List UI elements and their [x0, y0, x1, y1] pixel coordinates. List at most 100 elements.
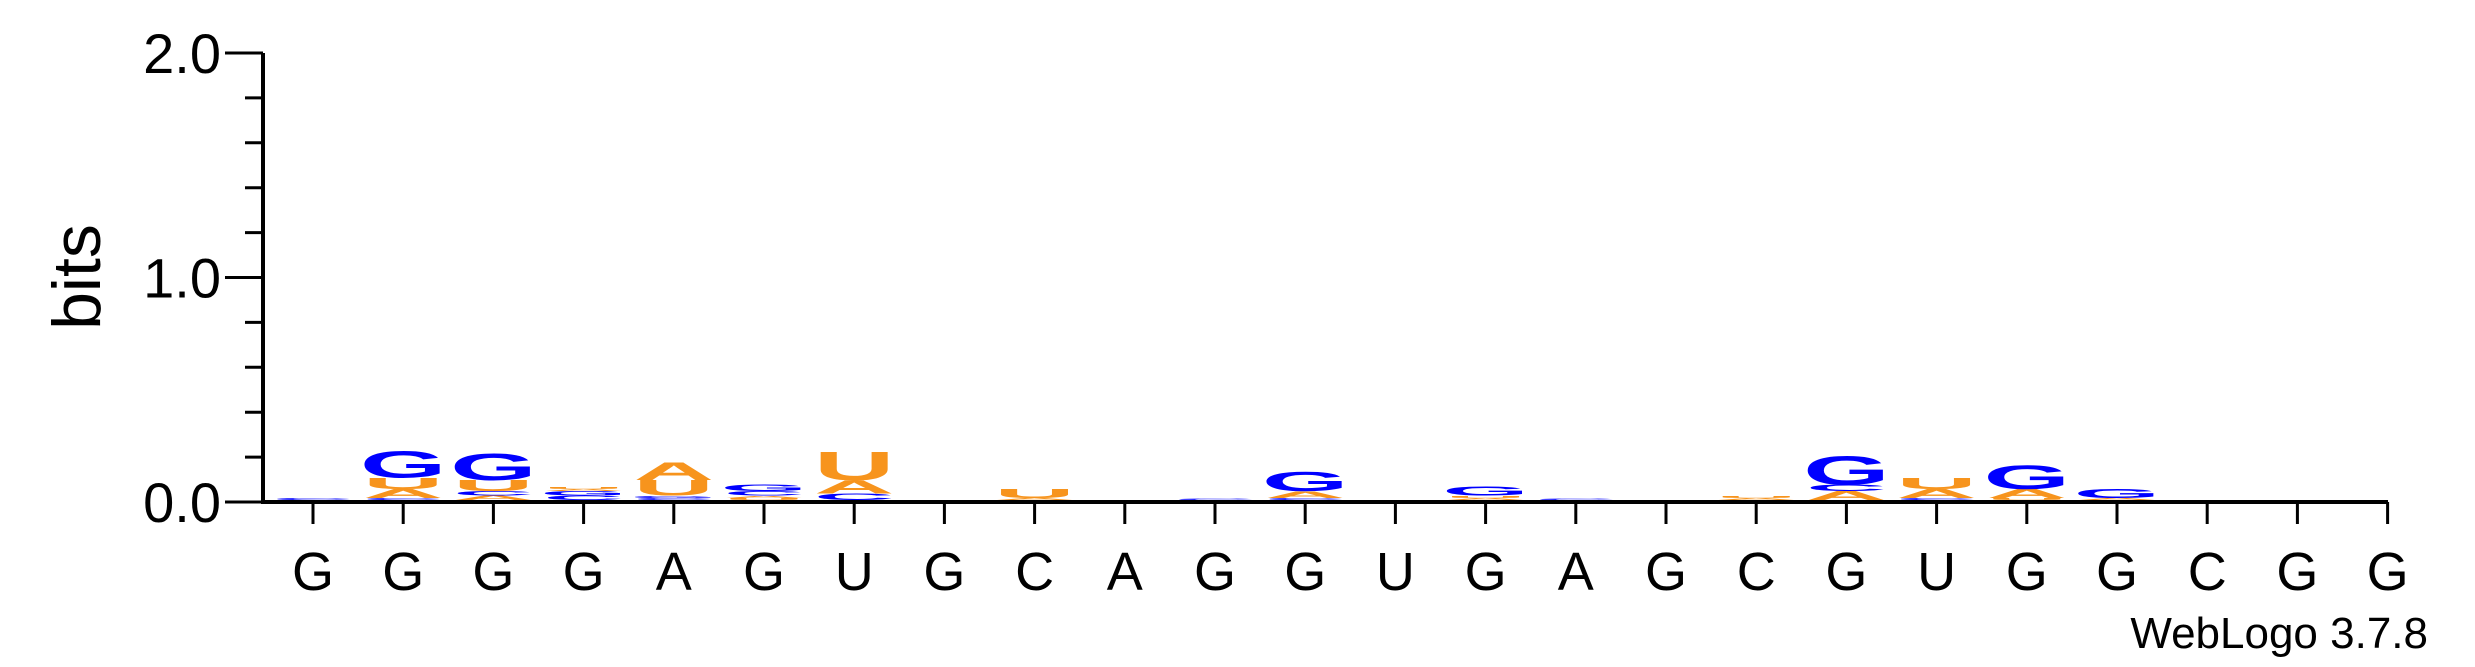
logo-letter-G: G	[360, 444, 447, 486]
x-tick-label: C	[1737, 542, 1776, 602]
x-tick-label: G	[472, 542, 514, 602]
x-tick-label: G	[292, 542, 334, 602]
letter-glyph: C	[363, 497, 443, 501]
letter-glyph: C	[273, 497, 353, 501]
letter-glyph: A	[1265, 489, 1345, 500]
letter-glyph: G	[721, 482, 808, 493]
logo-letter-C: C	[363, 497, 443, 501]
logo-letter-A: A	[994, 497, 1074, 501]
letter-glyph: U	[1445, 495, 1525, 499]
letter-glyph: A	[1896, 486, 1976, 500]
logo-letter-C: C	[543, 494, 623, 501]
logo-letter-A: A	[543, 488, 623, 492]
letter-glyph: G	[1803, 447, 1890, 493]
letter-glyph: G	[1983, 458, 2070, 496]
logo-letter-C: C	[1265, 497, 1345, 501]
x-tick-label: G	[563, 542, 605, 602]
x-tick-label: G	[2006, 542, 2048, 602]
letter-glyph: A	[1716, 497, 1796, 501]
logo-letter-A: A	[724, 495, 804, 499]
letter-glyph: G	[360, 444, 447, 486]
x-tick-label: G	[1825, 542, 1867, 602]
logo-letter-A: A	[634, 457, 714, 485]
logo-letter-G: G	[1803, 447, 1890, 493]
logo-letter-U: U	[634, 476, 714, 501]
letter-glyph: U	[994, 486, 1074, 500]
x-tick-label: G	[2276, 542, 2318, 602]
x-tick-label: G	[1645, 542, 1687, 602]
logo-letter-G: G	[1262, 466, 1349, 498]
x-tick-label: G	[1284, 542, 1326, 602]
logo-letter-A: A	[1896, 486, 1976, 500]
footer-label: WebLogo 3.7.8	[2130, 609, 2428, 658]
logo-letter-A: A	[453, 494, 533, 501]
letter-glyph: A	[724, 495, 804, 499]
y-tick-label: 0.0	[143, 471, 221, 534]
x-ticks	[311, 502, 2390, 524]
x-tick-label: G	[2096, 542, 2138, 602]
x-tick-label: A	[656, 542, 692, 602]
x-tick-label: G	[382, 542, 424, 602]
logo-letter-C: C	[814, 491, 894, 502]
letter-glyph: A	[814, 476, 894, 497]
logo-letter-U: U	[363, 475, 443, 493]
letter-glyph: U	[724, 497, 804, 501]
x-tick-label: U	[1917, 542, 1956, 602]
logo-letter-A: A	[814, 476, 894, 497]
logo-letter-U: U	[724, 497, 804, 501]
letter-glyph: G	[540, 490, 627, 497]
logo-letter-C: C	[1536, 499, 1616, 501]
letter-glyph: A	[634, 457, 714, 485]
logo-letter-U: U	[1445, 495, 1525, 499]
logo-letter-C: C	[273, 497, 353, 501]
logo-letter-U: U	[814, 443, 894, 489]
x-tick-label: G	[2367, 542, 2409, 602]
logo-letter-A: A	[363, 486, 443, 500]
letter-glyph: G	[2074, 486, 2161, 500]
letter-glyph: G	[1262, 466, 1349, 498]
letter-glyph: C	[543, 494, 623, 501]
letter-glyph: A	[453, 494, 533, 501]
logo-letter-C: C	[1896, 497, 1976, 501]
logo-letter-A: A	[1265, 489, 1345, 500]
logo-letter-G: G	[721, 482, 808, 493]
logo-letter-U: U	[1987, 497, 2067, 501]
logo-letter-C: C	[1806, 482, 1886, 493]
y-axis-label: bits	[39, 224, 115, 330]
letter-glyph: C	[724, 490, 804, 497]
letter-glyph: C	[1536, 499, 1616, 501]
logo-letter-U: U	[453, 477, 533, 495]
x-tick-label: A	[1107, 542, 1143, 602]
logo-letter-G: G	[630, 495, 717, 499]
y-ticks: 0.0 1.0 2.0	[143, 22, 263, 534]
letter-glyph: C	[634, 497, 714, 501]
letter-glyph: U	[1716, 495, 1796, 499]
logo-letter-A: A	[1806, 489, 1886, 503]
letter-glyph: A	[543, 488, 623, 492]
letter-glyph: G	[1442, 484, 1529, 498]
letter-glyph: C	[1806, 482, 1886, 493]
letter-glyph: G	[630, 495, 717, 499]
x-tick-label: U	[835, 542, 874, 602]
logo-letter-G: G	[450, 446, 537, 488]
logo-letter-G: G	[540, 490, 627, 497]
logo-letter-C: C	[724, 490, 804, 497]
logo-letter-U: U	[994, 486, 1074, 500]
letter-glyph: U	[814, 443, 894, 489]
letter-glyph: C	[453, 490, 533, 497]
letter-glyph: A	[1987, 486, 2067, 500]
letter-glyph: A	[2077, 497, 2157, 501]
x-tick-label: U	[1376, 542, 1415, 602]
y-tick-label: 2.0	[143, 22, 221, 85]
x-tick-label: C	[2188, 542, 2227, 602]
letter-glyph: U	[1987, 497, 2067, 501]
logo-letter-G: G	[1442, 484, 1529, 498]
letter-glyph: C	[1175, 499, 1255, 501]
logo-letter-A: A	[2077, 497, 2157, 501]
logo-letter-U: U	[1716, 495, 1796, 499]
x-tick-label: G	[1465, 542, 1507, 602]
logo-letter-G: G	[1983, 458, 2070, 496]
